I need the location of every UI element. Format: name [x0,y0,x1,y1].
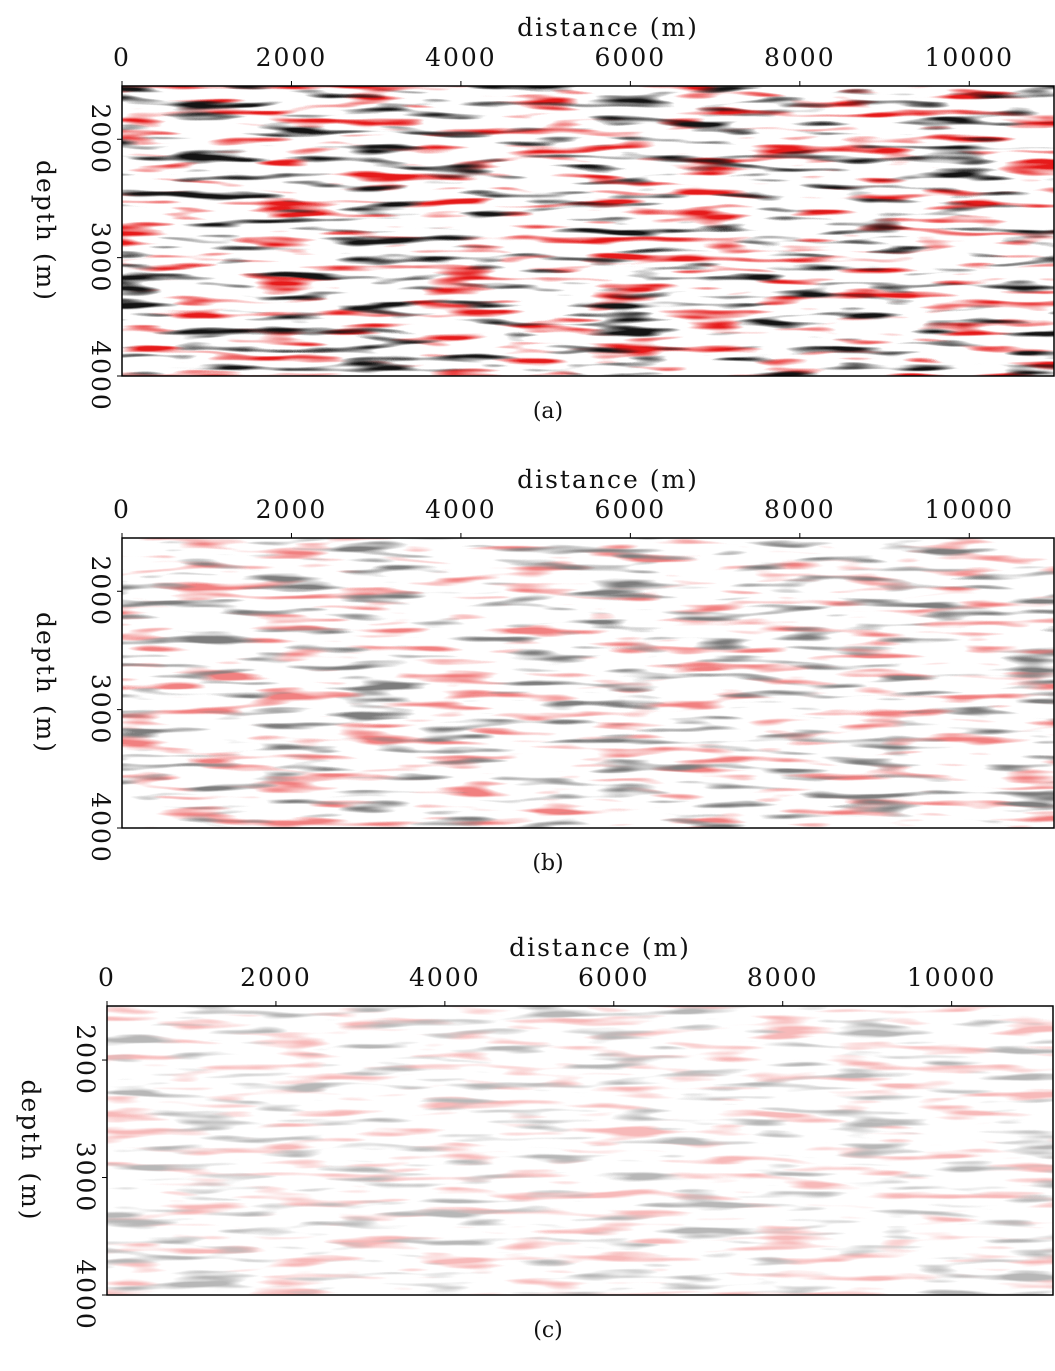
y-axis-label: depth (m) [31,160,60,302]
x-tick-label: 2000 [256,495,328,524]
x-tick-label: 6000 [595,43,667,72]
caption: (c) [533,1318,563,1343]
y-tick-label: 2000 [86,103,115,175]
x-tick-label: 6000 [595,495,667,524]
y-axis-label: depth (m) [31,612,60,754]
y-tick-label: 3000 [71,1142,100,1214]
x-tick-label: 8000 [747,963,819,992]
plot-frame [106,1005,1054,1296]
x-tick-label: 8000 [764,43,836,72]
caption: (a) [533,399,563,424]
x-axis-label: distance (m) [509,933,691,962]
x-tick-label: 0 [113,43,131,72]
x-tick-label: 6000 [578,963,650,992]
x-tick-label: 4000 [425,43,497,72]
x-tick-label: 4000 [409,963,481,992]
x-tick-label: 0 [98,963,116,992]
x-tick-label: 2000 [256,43,328,72]
y-tick-label: 2000 [86,555,115,627]
seismic-image [122,86,1054,376]
y-tick-label: 4000 [86,792,115,864]
seismic-image [122,538,1054,828]
y-axis-label: depth (m) [16,1079,45,1221]
x-tick-label: 4000 [425,495,497,524]
y-tick-label: 4000 [86,340,115,412]
plot-frame [121,537,1055,829]
x-tick-label: 2000 [240,963,312,992]
x-tick-label: 10000 [925,495,1015,524]
plot-frame [121,85,1055,377]
y-tick-label: 3000 [86,222,115,294]
y-tick-label: 3000 [86,674,115,746]
x-tick-label: 10000 [925,43,1015,72]
x-tick-label: 0 [113,495,131,524]
x-axis-label: distance (m) [517,465,699,494]
x-tick-label: 8000 [764,495,836,524]
y-tick-label: 2000 [71,1024,100,1096]
x-axis-label: distance (m) [517,13,699,42]
caption: (b) [532,851,563,876]
x-tick-label: 10000 [907,963,997,992]
seismic-image [107,1006,1053,1295]
y-tick-label: 4000 [71,1259,100,1331]
